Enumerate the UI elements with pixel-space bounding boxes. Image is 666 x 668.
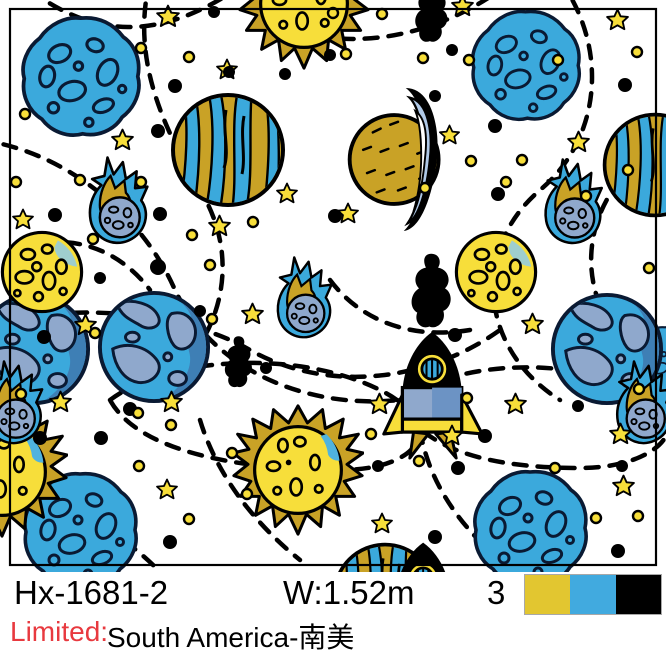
swatch-border	[8, 7, 658, 567]
color-chip-yellow	[525, 575, 571, 614]
motif-cratered-moon-blue	[21, 15, 141, 137]
motif-yellow-cratered-moon	[0, 230, 84, 314]
limited-label: Limited:	[10, 616, 109, 647]
color-chip-blue	[570, 575, 616, 614]
color-chip-black	[615, 575, 661, 614]
product-code: Hx-1681-2	[14, 574, 169, 611]
swatch-info-bar: Hx-1681-2 W:1.52m 3 Limited: South Ameri…	[0, 572, 666, 668]
limited-region: South America-南美	[107, 622, 355, 653]
pattern-canvas	[0, 0, 666, 572]
space-pattern-image	[0, 0, 666, 572]
speck-dots-yellow	[9, 6, 656, 526]
fabric-width: W:1.52m	[283, 574, 415, 611]
motif-yellow-cratered-moon	[454, 230, 538, 314]
motif-earth-planet	[100, 293, 208, 401]
motif-cratered-moon-blue	[470, 9, 582, 122]
info-line-secondary: Limited: South America-南美	[0, 616, 666, 662]
color-count: 3	[487, 574, 506, 611]
motif-striped-planet	[173, 90, 283, 210]
info-line-primary: Hx-1681-2 W:1.52m 3	[0, 572, 666, 620]
color-swatch-strip	[524, 574, 662, 615]
